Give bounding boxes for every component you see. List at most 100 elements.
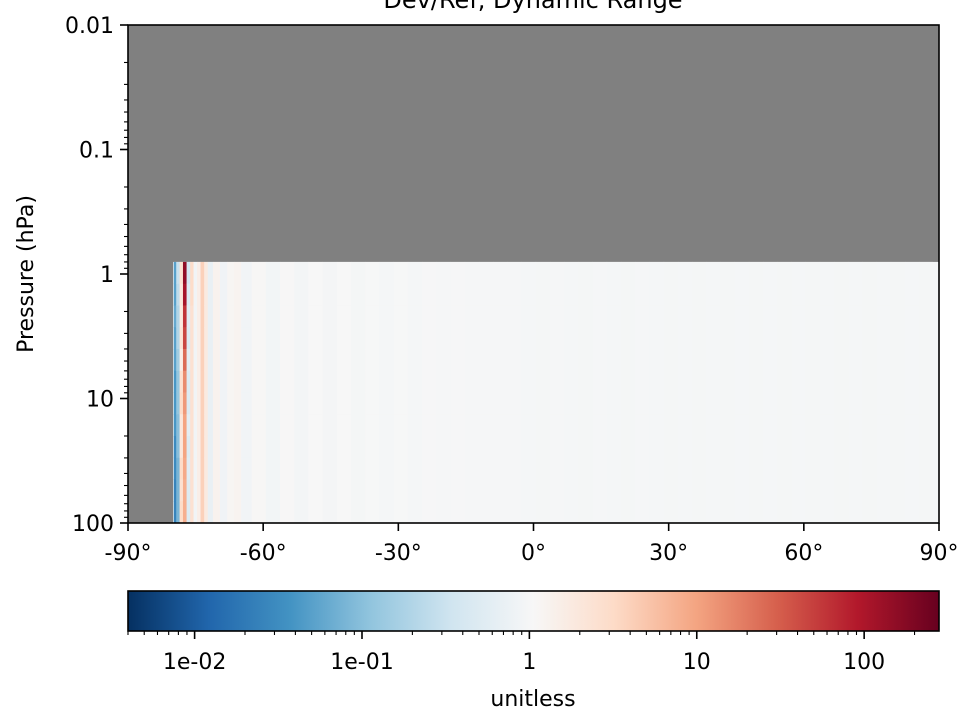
heatmap-cell: [535, 261, 551, 285]
heatmap-cell: [212, 414, 221, 437]
heatmap-cell: [834, 370, 849, 393]
heatmap-cell: [606, 283, 622, 306]
heatmap-cell: [200, 457, 205, 480]
heatmap-cell: [777, 348, 792, 372]
heatmap-cell: [436, 305, 451, 328]
heatmap-cell: [241, 283, 253, 306]
heatmap-cell: [436, 348, 451, 372]
heatmap-cell: [507, 261, 522, 285]
heatmap-cell: [196, 327, 201, 350]
heatmap-cell: [549, 414, 565, 437]
heatmap-cell: [763, 327, 778, 350]
heatmap-cell: [379, 327, 395, 350]
heatmap-cell: [464, 414, 480, 437]
heatmap-cell: [862, 457, 877, 480]
heatmap-cell: [805, 414, 821, 437]
y-axis-label: Pressure (hPa): [14, 195, 39, 353]
heatmap-cell: [200, 305, 205, 328]
heatmap-cell: [706, 370, 721, 393]
heatmap-cell: [322, 348, 338, 372]
heatmap-cell: [265, 457, 281, 480]
heatmap-cell: [173, 327, 177, 350]
heatmap-cell: [176, 457, 180, 480]
heatmap-cell: [919, 501, 934, 523]
heatmap-cell: [848, 283, 863, 306]
x-tick-label: 30°: [649, 541, 688, 566]
heatmap-cell: [904, 479, 920, 502]
heatmap-cell: [173, 261, 177, 285]
heatmap-cell: [351, 348, 366, 372]
heatmap-cell: [564, 457, 579, 480]
heatmap-cell: [179, 327, 184, 350]
heatmap-cell: [876, 261, 892, 285]
heatmap-cell: [227, 348, 235, 372]
heatmap-cell: [606, 370, 622, 393]
heatmap-cell: [173, 457, 177, 480]
heatmap-cell: [549, 501, 565, 523]
heatmap-cell: [393, 370, 409, 393]
heatmap-cell: [649, 261, 665, 285]
heatmap-cell: [734, 327, 750, 350]
heatmap-cell: [663, 414, 679, 437]
heatmap-cell: [176, 327, 180, 350]
heatmap-cell: [706, 435, 721, 459]
heatmap-cell: [450, 370, 466, 393]
heatmap-cell: [677, 392, 693, 415]
heatmap-cell: [190, 327, 194, 350]
heatmap-cell: [176, 348, 180, 372]
heatmap-cell: [251, 261, 267, 285]
heatmap-cell: [322, 370, 338, 393]
heatmap-cell: [763, 479, 778, 502]
heatmap-cell: [280, 392, 295, 415]
heatmap-cell: [212, 261, 221, 285]
plot-area: [127, 24, 940, 524]
heatmap-cell: [507, 501, 522, 523]
x-tick-label: -30°: [375, 541, 422, 566]
heatmap-cell: [251, 392, 267, 415]
heatmap-cell: [677, 501, 693, 523]
heatmap-cell: [365, 457, 380, 480]
heatmap-cell: [179, 435, 184, 459]
x-tick-label: 90°: [920, 541, 959, 566]
heatmap-cell: [186, 370, 191, 393]
heatmap-cell: [890, 414, 906, 437]
heatmap-cell: [564, 414, 579, 437]
heatmap-cell: [777, 305, 792, 328]
heatmap-cell: [663, 392, 679, 415]
heatmap-cell: [862, 327, 877, 350]
heatmap-cell: [179, 348, 184, 372]
heatmap-cell: [190, 457, 194, 480]
heatmap-cell: [179, 392, 184, 415]
heatmap-cell: [606, 327, 622, 350]
heatmap-cell: [407, 414, 423, 437]
heatmap-cell: [212, 457, 221, 480]
heatmap-cell: [176, 414, 180, 437]
colorbar-ticks: 1e-02 1e-01 1 10 100: [127, 631, 916, 675]
heatmap-cell: [212, 327, 221, 350]
heatmap-cell: [421, 261, 437, 285]
heatmap-cell: [791, 261, 807, 285]
heatmap-cell: [848, 414, 863, 437]
heatmap-cell: [791, 501, 807, 523]
heatmap-cell: [649, 501, 665, 523]
heatmap-cell: [720, 479, 736, 502]
heatmap-cell: [241, 305, 253, 328]
heatmap-cell: [336, 414, 352, 437]
heatmap-cell: [635, 305, 650, 328]
heatmap-cell: [549, 392, 565, 415]
heatmap-cell: [265, 435, 281, 459]
heatmap-cell: [190, 370, 194, 393]
heatmap-cell: [182, 348, 187, 372]
heatmap-cell: [186, 435, 191, 459]
heatmap-cell: [706, 479, 721, 502]
heatmap-cell: [805, 392, 821, 415]
heatmap-cell: [564, 261, 579, 285]
heatmap-cell: [176, 283, 180, 306]
heatmap-cell: [578, 327, 593, 350]
colorbar-tick-label: 10: [683, 650, 711, 675]
heatmap-cell: [464, 479, 480, 502]
heatmap-cell: [173, 283, 177, 306]
heatmap-cell: [862, 348, 877, 372]
heatmap-cell: [834, 435, 849, 459]
colorbar-tick-label: 1e-02: [163, 650, 226, 675]
